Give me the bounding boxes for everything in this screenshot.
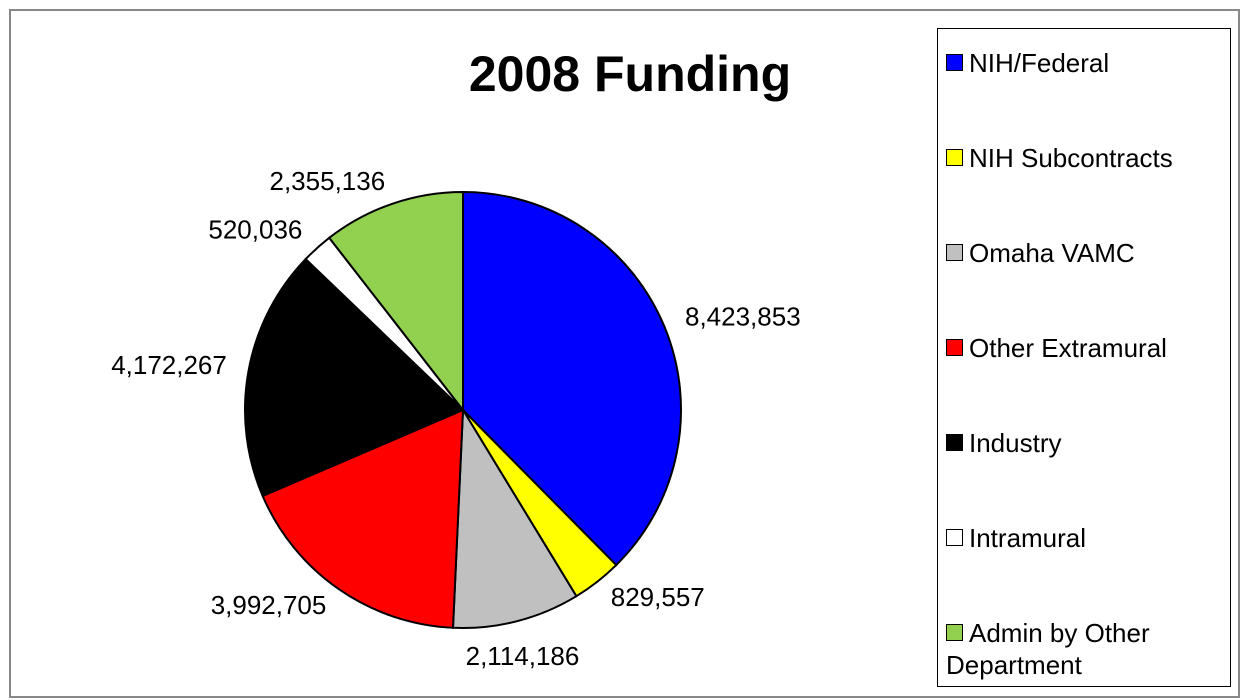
legend-swatch [946,624,963,641]
legend-swatch [946,339,963,356]
legend: NIH/Federal NIH Subcontracts Omaha VAMC Oth… [937,28,1231,687]
legend-item: Admin by Other Department [946,617,1226,681]
pie-slice [451,406,578,629]
legend-swatch [946,434,963,451]
legend-label: NIH Subcontracts [969,143,1173,173]
pie-slice [261,408,465,629]
legend-swatch [946,54,963,71]
pie-slice [244,257,465,498]
legend-item: Other Extramural [946,332,1226,364]
legend-item: Industry [946,427,1226,459]
chart-title: 2008 Funding [469,46,791,102]
legend-label: Intramural [969,523,1087,553]
legend-swatch [946,149,963,166]
legend-label: Admin by Other Department [946,618,1150,680]
data-label: 4,172,267 [111,350,227,380]
pie-slice [327,190,464,413]
data-label: 2,355,136 [270,166,386,196]
legend-item: Intramural [946,522,1226,554]
legend-swatch [946,244,963,261]
legend-label: Industry [969,428,1062,458]
data-label: 829,557 [611,582,705,612]
legend-swatch [946,529,963,546]
legend-label: NIH/Federal [969,48,1110,78]
legend-label: Other Extramural [969,333,1167,363]
legend-item: NIH Subcontracts [946,142,1226,174]
data-label: 3,992,705 [211,590,327,620]
legend-label: Omaha VAMC [969,238,1135,268]
pie-slice [462,190,682,567]
legend-item: NIH/Federal [946,47,1226,79]
legend-item: Omaha VAMC [946,237,1226,269]
data-label: 8,423,853 [685,302,801,332]
data-label: 2,114,186 [466,641,580,671]
data-label: 520,036 [208,215,302,245]
